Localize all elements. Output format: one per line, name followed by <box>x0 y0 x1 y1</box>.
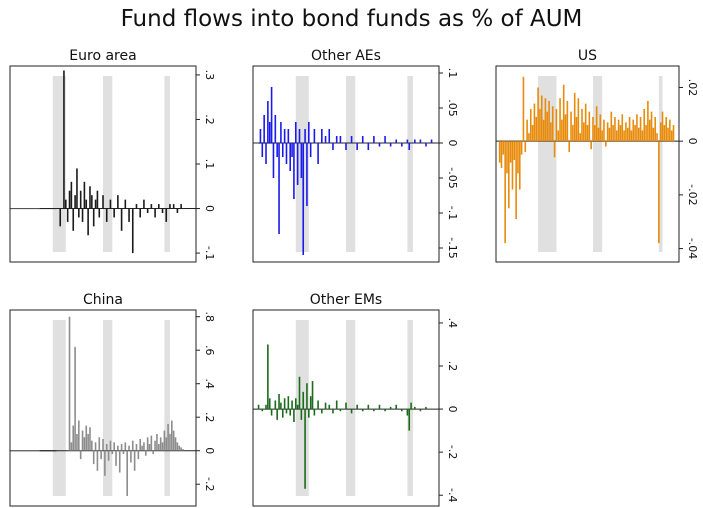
shaded-period <box>658 76 663 252</box>
y-tick-label: 0 <box>446 406 459 413</box>
y-tick-label: -.1 <box>203 246 216 260</box>
shaded-period <box>346 320 356 496</box>
panel-1: Euro area -.1 0 .1 .2 .3 <box>9 48 216 263</box>
panel-title: China <box>83 292 123 308</box>
y-tick-label: .6 <box>203 345 216 356</box>
panel-2: Other AEs -.15 -.1 -.05 0 .05 .1 <box>252 48 459 263</box>
shaded-period <box>592 76 603 252</box>
y-tick-label: 0 <box>686 138 699 145</box>
y-tick-label: 0 <box>446 140 459 147</box>
panel-title: Other AEs <box>311 48 381 64</box>
panel-frame <box>252 309 440 507</box>
y-tick-label: .2 <box>446 361 459 372</box>
y-tick-label: .2 <box>203 412 216 423</box>
panel-title: Other EMs <box>310 292 382 308</box>
shaded-period <box>295 76 309 252</box>
panel-frame <box>495 65 680 263</box>
y-tick-label: -.4 <box>446 488 459 502</box>
y-tick-label: .1 <box>203 159 216 170</box>
shaded-period <box>103 76 113 252</box>
panel-4: China -.2 0 .2 .4 .6 .8 <box>9 292 216 507</box>
y-tick-label: 0 <box>203 447 216 454</box>
y-tick-label: -.15 <box>446 237 459 258</box>
y-tick-label: .02 <box>686 79 699 97</box>
y-tick-label: .05 <box>446 99 459 117</box>
y-tick-label: -.2 <box>203 477 216 491</box>
y-tick-label: .1 <box>446 68 459 79</box>
y-tick-label: .8 <box>203 311 216 322</box>
shaded-period <box>407 76 413 252</box>
y-tick-label: -.04 <box>686 238 699 259</box>
shaded-period <box>538 76 557 252</box>
y-tick-label: -.2 <box>446 445 459 459</box>
y-tick-label: .4 <box>446 318 459 329</box>
y-tick-label: .3 <box>203 70 216 81</box>
y-tick-label: 0 <box>203 205 216 212</box>
shaded-period <box>346 76 356 252</box>
shaded-period <box>164 320 170 496</box>
panel-5: Other EMs -.4 -.2 0 .2 .4 <box>252 292 459 507</box>
panel-frame <box>252 65 440 263</box>
shaded-period <box>164 76 170 252</box>
panel-title: Euro area <box>69 48 136 64</box>
figure-title: Fund flows into bond funds as % of AUM <box>120 6 583 32</box>
panel-frame <box>9 309 197 507</box>
y-tick-label: -.02 <box>686 184 699 205</box>
y-tick-label: .4 <box>203 378 216 389</box>
y-tick-label: -.05 <box>446 167 459 188</box>
y-tick-label: -.1 <box>446 206 459 220</box>
shaded-period <box>407 320 413 496</box>
y-tick-label: .2 <box>203 114 216 125</box>
panel-3: US -.04 -.02 0 .02 <box>495 48 699 263</box>
shaded-period <box>103 320 113 496</box>
shaded-period <box>52 320 66 496</box>
panel-title: US <box>578 48 597 64</box>
